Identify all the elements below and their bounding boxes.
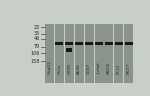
- Text: MCF7: MCF7: [127, 63, 131, 74]
- Bar: [85, 24, 94, 83]
- Text: HepG2: HepG2: [47, 60, 51, 74]
- Bar: [124, 24, 133, 83]
- Bar: [65, 24, 74, 83]
- Bar: [94, 24, 103, 83]
- Text: PC12: PC12: [117, 64, 121, 74]
- Bar: [114, 24, 123, 83]
- Bar: [75, 24, 84, 83]
- Text: COS7: COS7: [87, 63, 91, 74]
- Text: A549: A549: [77, 64, 81, 74]
- Bar: [125, 42, 133, 45]
- Bar: [55, 24, 64, 83]
- Text: 106: 106: [31, 51, 40, 56]
- Bar: [95, 42, 103, 45]
- Text: 46: 46: [34, 36, 40, 41]
- Bar: [45, 24, 54, 83]
- Text: HeLa: HeLa: [57, 64, 61, 74]
- Text: 23: 23: [34, 25, 40, 30]
- Text: Jurkat: Jurkat: [97, 62, 101, 74]
- Bar: [65, 42, 73, 45]
- Text: HT29: HT29: [67, 64, 71, 74]
- Bar: [104, 24, 114, 83]
- Text: 79: 79: [34, 44, 40, 49]
- Bar: [66, 48, 72, 52]
- Bar: [75, 42, 83, 45]
- Bar: [55, 42, 63, 45]
- Text: MDCK: MDCK: [107, 62, 111, 74]
- Text: 35: 35: [34, 31, 40, 36]
- Text: 158: 158: [31, 59, 40, 64]
- Bar: [85, 42, 93, 45]
- Bar: [115, 42, 123, 45]
- Bar: [105, 42, 113, 45]
